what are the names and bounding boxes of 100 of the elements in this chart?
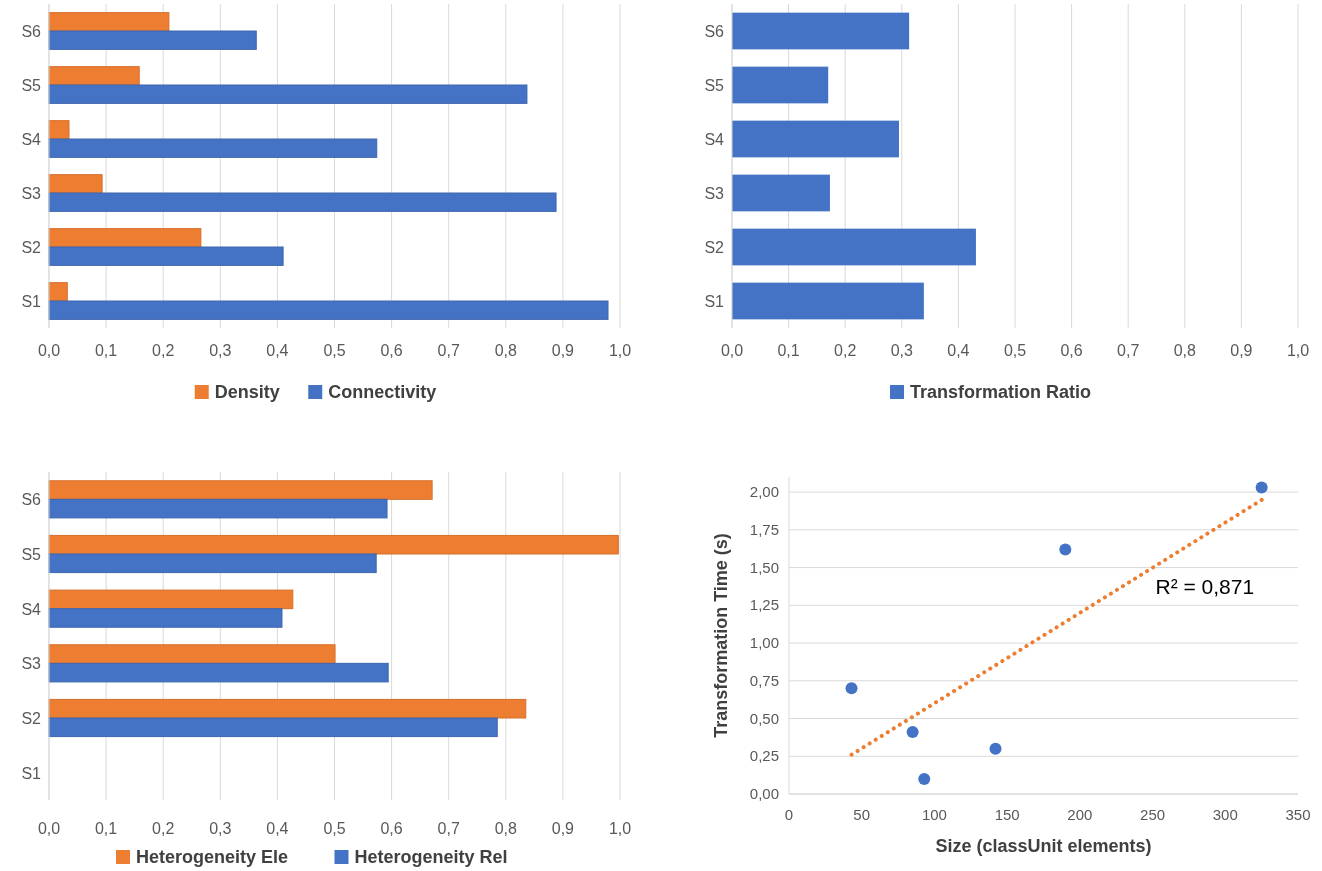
x-tick-label: 0,5 [323,342,346,359]
point [1255,481,1268,494]
bar [732,174,830,212]
y-tick-label: S3 [704,185,725,202]
x-tick-label: 0,0 [37,342,61,359]
point [845,682,858,695]
x-tick-label: 0,3 [209,820,232,837]
bar [48,84,528,104]
bar [48,12,170,32]
legend-label: Heterogeneity Rel [354,847,508,867]
y-tick-label: 1,75 [749,520,779,538]
bar [48,644,336,664]
bar [48,534,619,555]
x-tick-label: 0,3 [209,342,232,359]
x-tick-label: 1,0 [1286,342,1310,359]
x-tick-label: 250 [1140,806,1166,823]
x-tick-label: 0,6 [380,342,403,359]
y-tick-label: 0,25 [749,747,779,765]
bar [732,12,910,50]
x-tick-label: 150 [994,806,1020,823]
y-tick-label: S6 [704,23,725,40]
bar [48,246,284,266]
bar [48,228,202,248]
bar [48,138,378,158]
x-tick-label: 0,0 [37,820,61,837]
x-tick-label: 0,8 [1173,342,1197,359]
x-tick-label: 0,1 [94,820,118,837]
y-tick-label: S2 [21,710,42,727]
x-tick-label: 0,2 [152,342,175,359]
x-axis-title: Size (classUnit elements) [935,836,1152,856]
bar [732,228,976,266]
x-tick-label: 0,8 [494,820,518,837]
y-tick-label: 1,50 [749,558,779,576]
x-tick-label: 0,4 [266,342,289,359]
annotation: R² = 0,871 [1155,575,1255,599]
x-tick-label: 0,7 [1117,342,1140,359]
y-tick-label: S5 [21,546,42,563]
bar [48,174,103,194]
legend-label: Transformation Ratio [910,382,1092,402]
y-tick-label: 1,00 [749,634,779,652]
x-tick-label: 0,1 [777,342,800,359]
point [918,772,931,785]
x-tick-label: 300 [1212,806,1238,823]
bar [48,498,388,519]
y-tick-label: S1 [21,293,42,310]
y-tick-label: S5 [704,77,725,94]
x-tick-label: 100 [921,806,947,823]
bar [48,662,389,683]
bar [732,120,899,158]
x-tick-label: 0,6 [380,820,403,837]
x-tick-label: 0,5 [323,820,346,837]
x-tick-label: 50 [853,806,871,823]
x-tick-label: 0,7 [437,342,460,359]
point [906,726,919,739]
legend-label: Density [214,382,280,402]
y-tick-label: S2 [21,239,42,256]
y-tick-label: S3 [21,185,42,202]
y-tick-label: S3 [21,655,42,673]
bar [48,192,557,212]
x-tick-label: 0,2 [152,820,175,837]
x-tick-label: 0,3 [890,342,914,359]
x-tick-label: 0,9 [1230,342,1253,359]
x-tick-label: 0,0 [720,342,744,359]
y-tick-label: 1,25 [749,596,779,614]
y-tick-label: S1 [21,764,42,782]
y-tick-label: S2 [704,239,725,256]
y-tick-label: 0,50 [749,709,779,727]
bar [48,480,433,500]
y-tick-label: S1 [704,293,725,310]
bar [732,66,829,104]
x-tick-label: 0,8 [494,342,518,359]
y-tick-label: S4 [21,131,42,148]
bar [48,698,527,719]
x-tick-label: 0,4 [947,342,970,359]
bar [48,589,294,610]
point [1059,543,1072,556]
y-tick-label: S5 [21,77,42,94]
bar [48,30,257,50]
x-tick-label: 0,9 [551,820,575,837]
y-tick-label: 2,00 [749,483,779,501]
legend-label: Connectivity [328,382,437,402]
y-tick-label: S6 [21,491,42,509]
bar [732,282,924,320]
bar [48,300,609,320]
x-tick-label: 0,9 [551,342,575,359]
bar [48,608,283,628]
x-tick-label: 0,2 [834,342,857,359]
x-tick-label: 200 [1067,806,1093,823]
y-tick-label: S6 [21,23,42,40]
y-tick-label: S4 [704,131,725,148]
legend-label: Heterogeneity Ele [136,847,289,867]
y-tick-label: 0,00 [749,785,779,802]
x-tick-label: 0 [784,806,794,823]
bar [48,66,140,86]
x-tick-label: 0,7 [437,820,460,837]
bar [48,553,377,574]
y-axis-title: Transformation Time (s) [711,533,731,738]
bar [48,717,498,738]
x-tick-label: 0,1 [94,342,118,359]
x-tick-label: 0,5 [1003,342,1027,359]
